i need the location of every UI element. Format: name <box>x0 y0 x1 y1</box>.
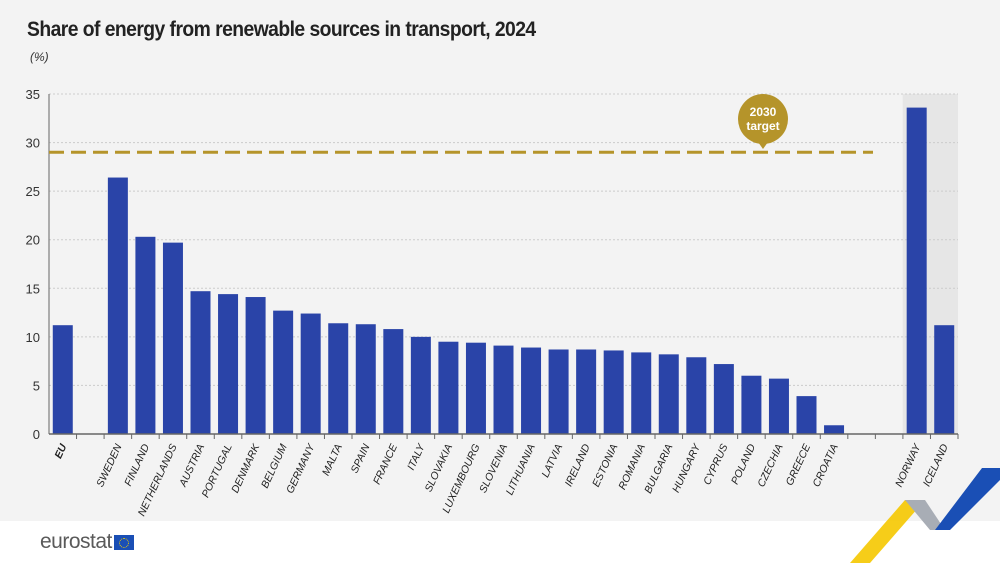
x-tick-label: DENMARK <box>229 441 262 495</box>
x-tick-label: SWEDEN <box>94 442 125 489</box>
x-tick-label: FINLAND <box>122 442 152 488</box>
bar-netherlands <box>162 242 183 434</box>
bar-estonia <box>603 350 624 434</box>
bar-belgium <box>273 310 294 434</box>
bar-ireland <box>576 349 597 434</box>
bar-austria <box>190 291 211 434</box>
y-tick-label: 35 <box>26 87 40 102</box>
x-tick-label: EU <box>52 442 69 461</box>
x-tick-label: IRELAND <box>563 442 593 489</box>
bar-slovakia <box>438 341 459 434</box>
bar-france <box>383 329 404 434</box>
bar-malta <box>328 323 349 434</box>
x-tick-label: ITALY <box>405 441 428 472</box>
x-tick-label: SPAIN <box>349 442 373 475</box>
x-tick-label: LITHUANIA <box>504 442 538 497</box>
bar-germany <box>300 313 321 434</box>
x-tick-label: HUNGARY <box>670 441 703 494</box>
bar-croatia <box>824 425 845 434</box>
x-tick-label: CROATIA <box>810 442 840 489</box>
x-tick-label: GERMANY <box>284 441 318 495</box>
x-tick-label: CZECHIA <box>755 442 785 489</box>
target-label-text: target <box>746 119 779 133</box>
bar-slovenia <box>493 345 514 434</box>
unit-label: (%) <box>30 50 49 64</box>
x-tick-label: FRANCE <box>371 441 401 486</box>
bar-denmark <box>245 297 266 434</box>
x-tick-label: ESTONIA <box>590 442 620 489</box>
bar-latvia <box>548 349 569 434</box>
bar-poland <box>741 375 762 434</box>
x-tick-label: BELGIUM <box>259 442 290 490</box>
bar-finland <box>135 236 156 434</box>
y-tick-label: 20 <box>26 233 40 248</box>
y-tick-label: 5 <box>33 378 40 393</box>
x-tick-label: MALTA <box>320 442 345 477</box>
target-label-year: 2030 <box>750 105 777 119</box>
x-tick-label: POLAND <box>729 442 758 487</box>
bar-norway <box>906 107 927 434</box>
bar-czechia <box>768 378 789 434</box>
bar-iceland <box>934 325 955 434</box>
brand-text: eurostat <box>40 530 112 553</box>
target-bubble-pointer <box>758 142 768 149</box>
bar-sweden <box>107 177 128 435</box>
bar-cyprus <box>713 364 734 434</box>
bar-eu <box>52 325 73 434</box>
x-tick-label: NORWAY <box>893 441 924 489</box>
bar-spain <box>355 324 376 434</box>
x-tick-label: AUSTRIA <box>177 442 208 489</box>
bar-italy <box>410 336 431 434</box>
bar-bulgaria <box>658 354 679 434</box>
bar-greece <box>796 396 817 434</box>
chart-title: Share of energy from renewable sources i… <box>27 18 536 41</box>
bar-portugal <box>218 294 239 434</box>
x-tick-label: ICELAND <box>921 442 951 489</box>
x-tick-label: LATVIA <box>539 442 565 479</box>
x-tick-label: ROMANIA <box>616 442 648 491</box>
bar-luxembourg <box>465 342 486 434</box>
bar-lithuania <box>521 347 542 434</box>
bar-romania <box>631 352 652 434</box>
y-tick-label: 0 <box>33 427 40 442</box>
x-tick-label: GREECE <box>784 441 814 487</box>
y-tick-label: 15 <box>26 281 40 296</box>
y-tick-label: 25 <box>26 184 40 199</box>
y-tick-label: 10 <box>26 330 40 345</box>
target-bubble <box>738 94 788 144</box>
x-tick-label: SLOVAKIA <box>423 442 456 494</box>
y-tick-label: 30 <box>26 136 40 151</box>
eu-flag-icon <box>113 534 134 550</box>
bar-hungary <box>686 357 707 434</box>
eurostat-logo: eurostat <box>40 530 134 554</box>
x-tick-label: CYPRUS <box>701 442 730 487</box>
